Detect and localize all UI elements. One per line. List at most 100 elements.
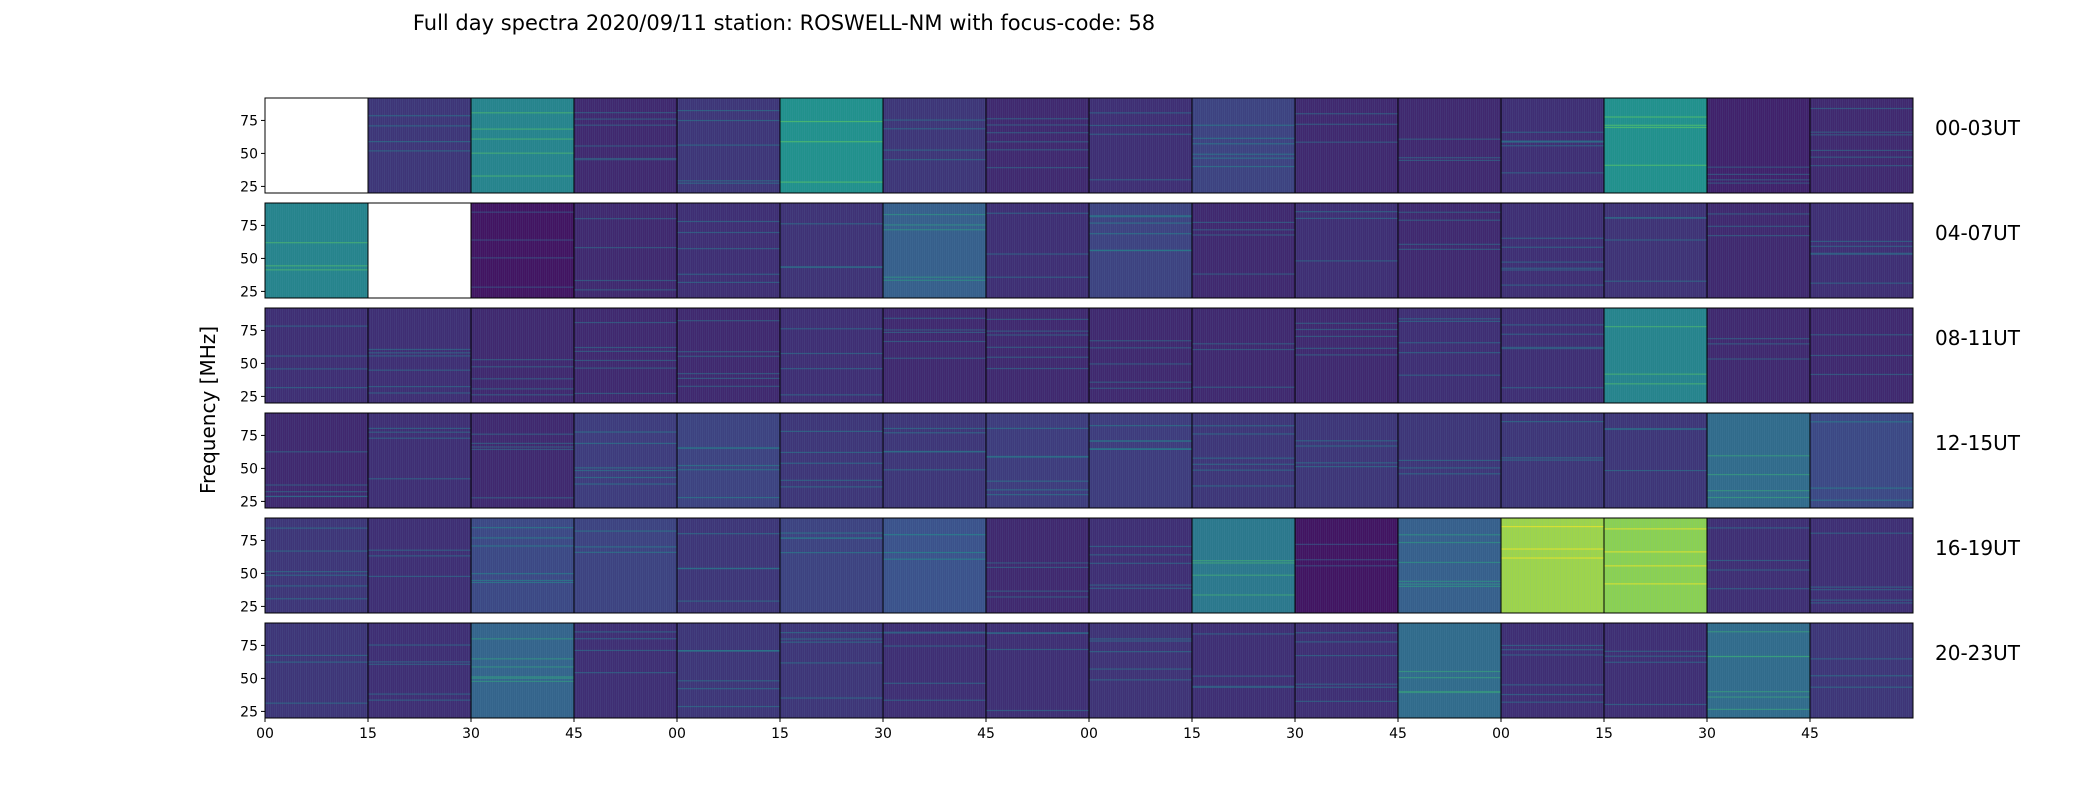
spectra-tile	[1809, 202, 1914, 299]
spectra-tile	[1706, 202, 1811, 299]
y-tick-label: 25	[240, 494, 258, 510]
row-time-label: 00-03UT	[1935, 116, 2021, 140]
y-tick-label: 25	[240, 389, 258, 405]
spectra-tile	[573, 622, 678, 719]
spectra-tile	[985, 97, 1090, 194]
spectra-tile	[676, 622, 781, 719]
spectra-tile	[985, 622, 1090, 719]
spectra-row: 25 50 75 20-23UT	[240, 622, 2021, 720]
spectra-tile	[1191, 517, 1296, 614]
spectra-row: 25 50 75 08-11UT	[240, 307, 2021, 405]
spectra-tile	[1603, 97, 1708, 194]
spectra-tile	[676, 517, 781, 614]
chart-title: Full day spectra 2020/09/11 station: ROS…	[413, 11, 1155, 35]
spectra-tile	[1809, 517, 1914, 614]
spectra-tile	[1809, 97, 1914, 194]
spectra-tile	[676, 97, 781, 194]
spectra-tile	[1397, 412, 1502, 509]
spectra-tile	[779, 622, 884, 719]
spectra-tile	[985, 307, 1090, 404]
spectra-tile	[1191, 622, 1296, 719]
spectra-tile	[985, 202, 1090, 299]
spectra-tile	[1397, 517, 1502, 614]
x-tick-label: 15	[1183, 726, 1201, 742]
y-tick-label: 25	[240, 179, 258, 195]
x-tick-label: 45	[565, 726, 583, 742]
spectra-tile	[676, 412, 781, 509]
spectra-tile	[1706, 622, 1811, 719]
spectra-tile	[1603, 517, 1708, 614]
spectra-tile	[573, 517, 678, 614]
spectra-tile	[1191, 412, 1296, 509]
spectra-row: 25 50 75 12-15UT	[240, 412, 2021, 510]
spectra-tile	[882, 202, 987, 299]
spectra-tile	[1500, 517, 1605, 614]
spectra-tile	[1603, 622, 1708, 719]
y-tick-label: 50	[240, 146, 258, 162]
spectra-tile	[470, 307, 575, 404]
spectra-tile	[1809, 412, 1914, 509]
spectra-tile	[1603, 307, 1708, 404]
spectra-tile	[264, 97, 369, 194]
spectra-tile	[573, 307, 678, 404]
spectra-tile	[367, 517, 472, 614]
spectra-tile	[1294, 307, 1399, 404]
spectra-tile	[779, 202, 884, 299]
spectra-tile	[573, 202, 678, 299]
spectra-tile	[367, 622, 472, 719]
spectra-tile	[676, 202, 781, 299]
spectra-tile	[1500, 622, 1605, 719]
spectra-tile	[779, 97, 884, 194]
spectra-tile	[1500, 202, 1605, 299]
spectra-tile	[1191, 307, 1296, 404]
spectra-tile	[1397, 202, 1502, 299]
spectra-tile	[1088, 517, 1193, 614]
spectra-row: 25 50 75 00-03UT	[240, 97, 2021, 195]
y-tick-label: 25	[240, 704, 258, 720]
row-time-label: 12-15UT	[1935, 431, 2021, 455]
spectra-tile	[367, 202, 472, 299]
spectra-tile	[1088, 97, 1193, 194]
spectra-tile	[264, 307, 369, 404]
spectra-tile	[1088, 202, 1193, 299]
x-tick-label: 45	[1801, 726, 1819, 742]
x-tick-label: 30	[1286, 726, 1304, 742]
row-time-label: 04-07UT	[1935, 221, 2021, 245]
spectra-tile	[264, 622, 369, 719]
spectra-tile	[1294, 202, 1399, 299]
spectra-tile	[882, 517, 987, 614]
x-tick-label: 30	[1698, 726, 1716, 742]
row-time-label: 20-23UT	[1935, 641, 2021, 665]
spectra-tile	[1706, 517, 1811, 614]
spectra-tile	[470, 412, 575, 509]
x-tick-label: 15	[1595, 726, 1613, 742]
spectra-tile	[1088, 412, 1193, 509]
x-tick-label: 45	[977, 726, 995, 742]
spectra-tile	[1603, 202, 1708, 299]
spectra-tile	[1294, 622, 1399, 719]
x-tick-label: 15	[359, 726, 377, 742]
spectra-tile	[1500, 307, 1605, 404]
spectra-tile	[470, 622, 575, 719]
y-tick-label: 25	[240, 599, 258, 615]
spectra-tile	[367, 307, 472, 404]
spectra-row: 25 50 75 04-07UT	[240, 202, 2021, 300]
spectra-tile	[1397, 97, 1502, 194]
spectra-tile	[1500, 412, 1605, 509]
y-tick-label: 75	[240, 533, 258, 549]
spectra-tile	[882, 97, 987, 194]
spectra-tile	[1603, 412, 1708, 509]
spectra-tile	[1294, 97, 1399, 194]
spectra-tile	[367, 97, 472, 194]
x-tick-label: 30	[462, 726, 480, 742]
spectra-tile	[1500, 97, 1605, 194]
spectra-tile	[367, 412, 472, 509]
spectra-tile	[985, 517, 1090, 614]
y-tick-label: 50	[240, 251, 258, 267]
y-tick-label: 25	[240, 284, 258, 300]
spectra-tile	[470, 97, 575, 194]
spectra-row: 25 50 75 16-19UT	[240, 517, 2021, 615]
y-tick-label: 75	[240, 428, 258, 444]
